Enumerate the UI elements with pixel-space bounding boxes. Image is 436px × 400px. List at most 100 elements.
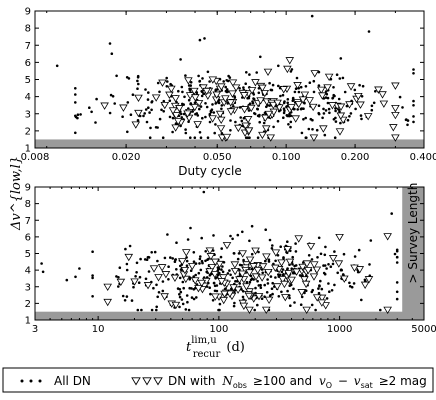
data-point-triangle — [246, 104, 256, 113]
data-point — [198, 38, 202, 42]
data-point — [186, 238, 190, 241]
data-point-triangle — [234, 124, 243, 133]
data-point-triangle — [210, 258, 220, 266]
data-point — [142, 114, 145, 118]
data-point — [248, 280, 252, 284]
y-tick-label: 4 — [25, 266, 31, 277]
data-point — [412, 72, 415, 75]
data-point — [202, 190, 206, 194]
data-point — [282, 107, 286, 110]
data-point — [263, 283, 267, 287]
survey-length-label: > Survey Length — [406, 183, 420, 284]
data-point — [146, 98, 150, 101]
data-point-triangle — [194, 100, 204, 108]
data-point-triangle — [165, 91, 174, 99]
data-point — [307, 254, 311, 257]
legend-triangle — [142, 377, 152, 386]
data-point — [333, 136, 337, 139]
data-point — [348, 281, 351, 285]
data-point-triangle — [175, 105, 184, 113]
data-point — [229, 234, 232, 238]
data-point — [174, 258, 177, 261]
data-point — [74, 93, 77, 96]
data-point — [181, 302, 185, 306]
data-point — [125, 262, 129, 266]
legend: All DN DN with Nobs ≥100 and vO − vsat ≥… — [2, 367, 434, 393]
data-point — [211, 299, 215, 302]
data-point — [224, 287, 227, 290]
data-point — [204, 250, 207, 253]
data-point — [187, 84, 191, 87]
x-tick-label: 0.008 — [21, 152, 50, 163]
data-point-triangle — [391, 134, 400, 142]
data-point-triangle — [181, 249, 191, 257]
data-point — [367, 30, 371, 33]
data-point — [353, 88, 357, 92]
data-point — [353, 255, 357, 258]
data-point — [372, 101, 376, 105]
data-point — [211, 103, 214, 106]
data-point — [213, 284, 217, 288]
data-point — [248, 136, 251, 139]
data-point — [91, 274, 94, 277]
data-point-triangle — [312, 294, 322, 302]
data-point — [220, 107, 223, 111]
data-point — [178, 276, 182, 280]
y-tick-label: 4 — [25, 92, 31, 103]
data-point — [198, 262, 201, 265]
data-point — [339, 121, 342, 125]
data-point-triangle — [208, 76, 218, 84]
data-point — [292, 107, 296, 111]
data-point-triangle — [303, 267, 313, 275]
data-point — [220, 268, 223, 271]
data-point — [261, 271, 265, 275]
data-point-triangle — [336, 112, 346, 120]
data-point-triangle — [134, 94, 143, 103]
data-point-triangle — [244, 127, 254, 135]
data-point — [368, 263, 371, 266]
data-point — [171, 130, 174, 134]
y-tick-label: 8 — [25, 24, 31, 35]
data-point — [214, 123, 217, 126]
data-point — [200, 259, 204, 263]
data-point — [338, 110, 341, 113]
data-point — [220, 132, 224, 135]
data-point — [277, 84, 280, 88]
data-point-triangle — [242, 283, 251, 291]
data-point — [289, 283, 293, 287]
data-point — [317, 291, 321, 295]
data-point — [395, 281, 399, 284]
data-point-triangle — [254, 293, 264, 301]
data-point — [244, 82, 247, 85]
data-point — [325, 267, 328, 270]
y-tick-label: 3 — [25, 282, 31, 293]
data-point — [412, 68, 415, 71]
data-point — [322, 112, 326, 115]
y-tick-label: 6 — [25, 232, 31, 243]
data-point — [334, 116, 337, 120]
data-point — [214, 88, 218, 91]
data-point-triangle — [230, 261, 240, 269]
shaded-band — [35, 311, 424, 320]
panel-duty-cycle: 1 2 3 4 5 6 7 8 9 0.008 0.020 0.050 0.100 0.200 0.400 — [21, 7, 436, 164]
data-point — [291, 263, 294, 266]
data-point — [268, 104, 271, 107]
data-point — [111, 95, 115, 98]
data-point-triangle — [354, 92, 363, 101]
data-point-triangle — [302, 306, 311, 315]
data-point-triangle — [378, 91, 387, 99]
data-point — [79, 113, 82, 116]
data-point — [199, 105, 203, 108]
data-point — [185, 294, 189, 297]
y-tick-label: 5 — [25, 249, 31, 260]
data-point — [135, 271, 138, 274]
data-point — [395, 290, 399, 294]
y-tick-label: 8 — [25, 199, 31, 210]
data-point — [231, 276, 234, 280]
data-point — [194, 112, 197, 116]
data-point — [150, 251, 153, 254]
data-point — [192, 288, 196, 291]
data-point-triangle — [389, 124, 398, 132]
data-point-triangle — [134, 109, 143, 118]
data-point — [390, 212, 394, 215]
